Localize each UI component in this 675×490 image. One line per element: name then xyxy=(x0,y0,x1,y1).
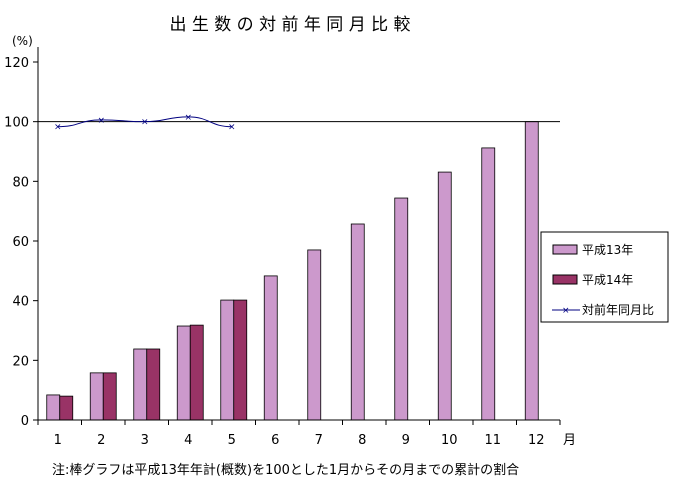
ratio-marker: × xyxy=(228,123,236,133)
ratio-line xyxy=(57,116,232,128)
y-axis-label: (%) xyxy=(12,34,33,48)
bar-h14 xyxy=(189,324,204,421)
y-tick-label: 60 xyxy=(12,235,29,250)
bar-h13 xyxy=(307,249,322,421)
legend-swatch-h14 xyxy=(552,274,578,285)
x-tick-label: 2 xyxy=(97,433,105,448)
legend-swatch-h13 xyxy=(552,244,578,255)
bar-h14 xyxy=(102,372,117,421)
bar-h13 xyxy=(437,171,452,421)
bar-h13 xyxy=(263,275,278,421)
x-tick-label: 4 xyxy=(184,433,192,448)
x-tick-label: 8 xyxy=(358,433,366,448)
y-tick-label: 100 xyxy=(4,116,29,131)
x-tick-label: 9 xyxy=(402,433,410,448)
y-tick-label: 0 xyxy=(21,414,29,429)
ratio-marker: × xyxy=(97,116,105,126)
x-tick-label: 5 xyxy=(228,433,236,448)
bar-h14 xyxy=(146,348,161,421)
bar-h13 xyxy=(394,197,409,421)
legend: 平成13年 平成14年 × 対前年同月比 xyxy=(540,231,669,323)
bar-h13 xyxy=(220,299,235,421)
y-tick-label: 80 xyxy=(12,175,29,190)
bar-h13 xyxy=(350,223,365,421)
legend-label-h13: 平成13年 xyxy=(582,243,633,257)
svg-text:×: × xyxy=(562,306,570,316)
ratio-marker: × xyxy=(54,123,62,133)
x-axis-label: 月 xyxy=(563,433,576,448)
y-tick-label: 20 xyxy=(12,354,29,369)
ratio-marker: × xyxy=(184,113,192,123)
x-tick-label: 3 xyxy=(141,433,149,448)
bar-h13 xyxy=(481,147,496,421)
chart-note: 注:棒グラフは平成13年年計(概数)を100とした1月からその月までの累計の割合 xyxy=(52,462,519,478)
legend-label-ratio: 対前年同月比 xyxy=(582,302,654,317)
x-tick-label: 6 xyxy=(271,433,279,448)
bar-h13 xyxy=(524,121,539,421)
chart-title: 出 生 数 の 対 前 年 同 月 比 較 xyxy=(169,15,410,35)
ratio-marker: × xyxy=(141,118,149,128)
bar-h14 xyxy=(59,395,74,421)
y-tick-label: 120 xyxy=(4,56,29,71)
x-tick-label: 11 xyxy=(484,433,501,448)
legend-label-h14: 平成14年 xyxy=(582,273,633,287)
x-tick-label: 10 xyxy=(441,433,458,448)
bar-h13 xyxy=(133,348,148,421)
bar-h13 xyxy=(46,394,61,421)
bar-h13 xyxy=(176,325,191,421)
x-tick-label: 1 xyxy=(54,433,62,448)
bar-h13 xyxy=(89,372,104,421)
x-tick-label: 7 xyxy=(315,433,323,448)
y-tick-label: 40 xyxy=(12,295,29,310)
bar-h14 xyxy=(233,299,248,421)
x-tick-label: 12 xyxy=(528,433,545,448)
